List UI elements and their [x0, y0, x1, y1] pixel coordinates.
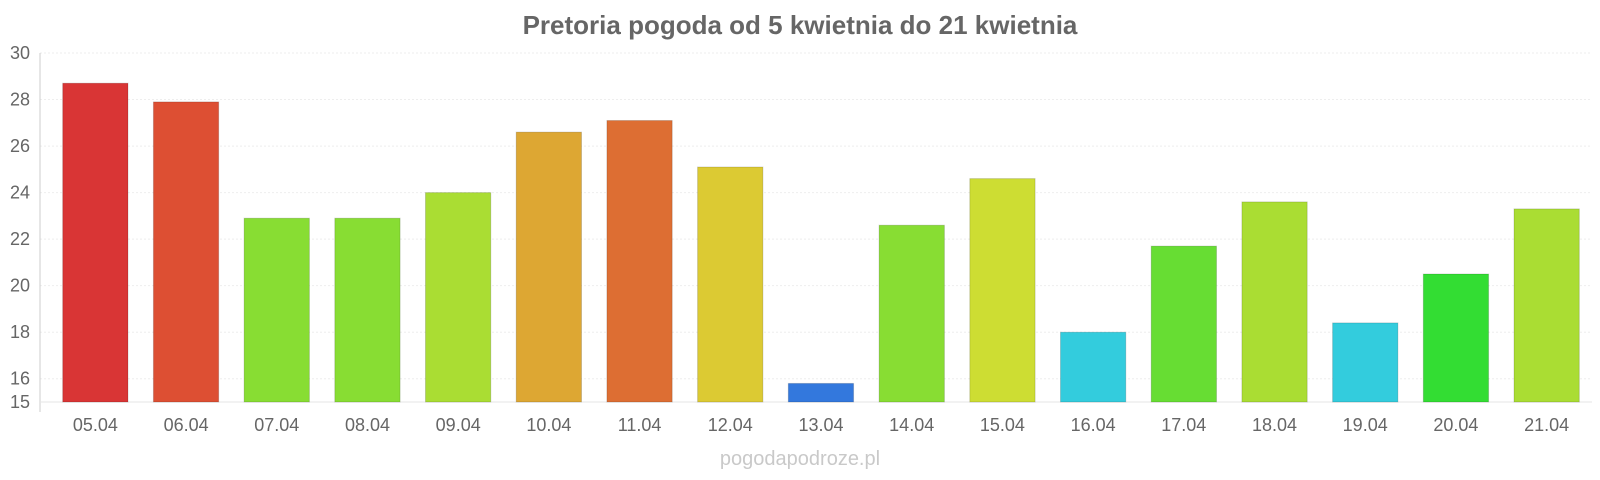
- y-tick-label: 22: [10, 229, 30, 249]
- bar-18.04: [1241, 201, 1308, 403]
- bar-21.04: [1513, 208, 1580, 403]
- bar-13.04: [787, 382, 855, 403]
- bar-19.04: [1332, 322, 1399, 403]
- bars: [62, 82, 1580, 403]
- y-tick-label: 28: [10, 90, 30, 110]
- x-tick-label: 14.04: [889, 415, 934, 435]
- y-tick-label: 26: [10, 136, 30, 156]
- bar-16.04: [1060, 331, 1127, 403]
- bar-07.04: [243, 217, 310, 403]
- y-tick-label: 30: [10, 43, 30, 63]
- x-tick-label: 17.04: [1161, 415, 1206, 435]
- x-tick-label: 15.04: [980, 415, 1025, 435]
- y-tick-label: 16: [10, 369, 30, 389]
- x-tick-label: 08.04: [345, 415, 390, 435]
- bar-17.04: [1150, 245, 1217, 403]
- x-tick-label: 09.04: [436, 415, 481, 435]
- x-tick-label: 21.04: [1524, 415, 1569, 435]
- x-tick-label: 13.04: [798, 415, 843, 435]
- y-tick-labels: 15 16 18 20 22 24 26 28 30: [10, 43, 30, 412]
- x-tick-label: 06.04: [164, 415, 209, 435]
- bar-12.04: [697, 166, 764, 403]
- bar-11.04: [606, 120, 673, 403]
- bar-20.04: [1422, 273, 1490, 403]
- x-tick-label: 11.04: [618, 415, 662, 435]
- x-tick-label: 12.04: [708, 415, 753, 435]
- bar-10.04: [515, 131, 583, 403]
- bar-09.04: [425, 192, 492, 403]
- bar-06.04: [152, 101, 220, 403]
- x-tick-labels: 05.04 06.04 07.04 08.04 09.04 10.04 11.04 12.04…: [73, 415, 1569, 435]
- x-tick-label: 18.04: [1252, 415, 1297, 435]
- x-tick-label: 16.04: [1071, 415, 1116, 435]
- x-tick-label: 19.04: [1343, 415, 1388, 435]
- chart-title: Pretoria pogoda od 5 kwietnia do 21 kwie…: [522, 10, 1078, 40]
- y-tick-label: 18: [10, 322, 30, 342]
- y-tick-label: 20: [10, 276, 30, 296]
- bar-14.04: [878, 224, 945, 403]
- x-tick-label: 10.04: [526, 415, 571, 435]
- x-tick-label: 07.04: [254, 415, 299, 435]
- y-tick-label: 24: [10, 183, 30, 203]
- bar-08.04: [334, 217, 401, 403]
- x-tick-label: 20.04: [1433, 415, 1478, 435]
- y-tick-label: 15: [10, 392, 30, 412]
- bar-15.04: [969, 178, 1036, 403]
- x-tick-label: 05.04: [73, 415, 118, 435]
- watermark: pogodapodroze.pl: [719, 448, 881, 470]
- bar-05.04: [62, 82, 129, 403]
